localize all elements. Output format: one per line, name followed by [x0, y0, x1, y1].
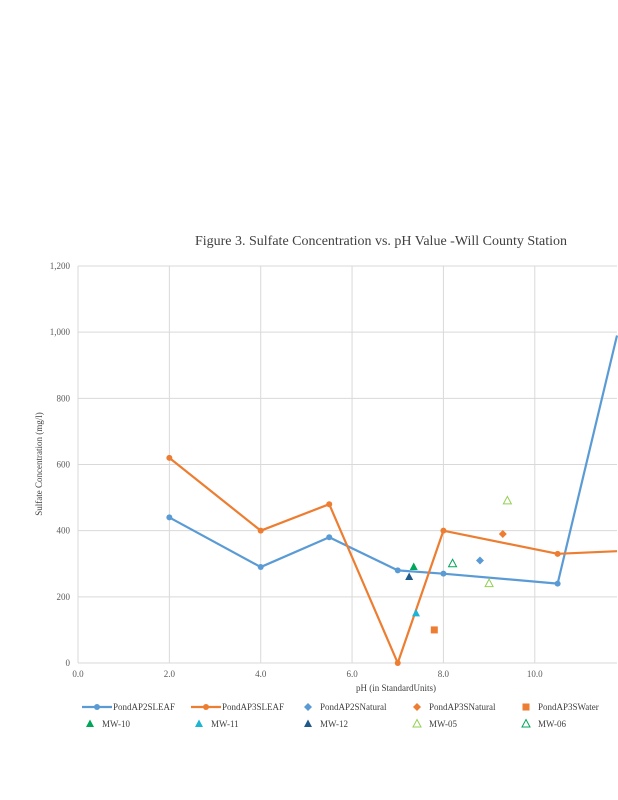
y-tick-label: 400 — [57, 526, 71, 536]
legend-marker — [521, 718, 531, 728]
data-point — [475, 556, 484, 565]
legend-label: MW-10 — [102, 719, 130, 729]
legend-label: PondAP3SNatural — [429, 702, 496, 712]
data-point — [440, 570, 447, 577]
series-line — [168, 457, 618, 665]
legend-marker — [304, 703, 312, 711]
y-tick-label: 200 — [57, 592, 71, 602]
data-point — [166, 514, 173, 521]
data-point — [326, 534, 333, 541]
legend-label: PondAP2SLEAF — [113, 702, 175, 712]
data-point — [430, 626, 438, 634]
legend-marker — [203, 704, 209, 710]
legend-marker — [412, 718, 422, 728]
legend-marker — [522, 703, 530, 711]
chart-series — [166, 335, 618, 666]
chart-grid — [77, 265, 617, 664]
series-PondAP3SLEAF — [166, 454, 618, 666]
x-tick-label: 2.0 — [164, 669, 176, 679]
data-point — [405, 572, 414, 580]
data-point — [257, 564, 264, 571]
x-tick-label: 6.0 — [346, 669, 358, 679]
legend-item: MW-06 — [521, 718, 566, 729]
x-tick-label: 0.0 — [72, 669, 84, 679]
legend-item: MW-05 — [412, 718, 457, 729]
data-point — [409, 562, 418, 571]
chart-ticks: 0 200 400 600 800 1,000 1,200 0.0 2.0 4.0 6.0 8.0 10… — [50, 261, 543, 679]
x-tick-label: 10.0 — [527, 669, 543, 679]
legend-marker — [304, 719, 312, 727]
series-PondAP2SNatural — [475, 556, 484, 565]
data-point — [447, 558, 458, 568]
series-MW-06 — [447, 558, 458, 568]
series-PondAP3SNatural — [498, 529, 507, 538]
data-point — [394, 567, 401, 574]
legend-label: MW-06 — [538, 719, 566, 729]
series-line — [168, 335, 618, 585]
y-axis-label: Sulfate Concentration (mg/l) — [34, 412, 44, 515]
y-tick-label: 800 — [57, 393, 71, 403]
x-axis-label: pH (in StandardUnits) — [356, 683, 436, 693]
chart-title: Figure 3. Sulfate Concentration vs. pH V… — [195, 234, 567, 249]
legend-item: MW-10 — [86, 719, 130, 729]
legend-item: PondAP2SNatural — [304, 702, 387, 712]
y-tick-label: 1,200 — [50, 261, 71, 271]
legend-marker — [86, 719, 94, 727]
series-MW-05 — [484, 495, 513, 588]
data-point — [394, 660, 401, 666]
y-tick-label: 1,000 — [50, 327, 71, 337]
data-point — [502, 495, 513, 505]
data-point — [484, 578, 494, 588]
legend-item: PondAP2SLEAF — [82, 702, 175, 712]
series-PondAP2SLEAF — [166, 335, 618, 587]
series-MW-10 — [409, 562, 418, 571]
data-point — [498, 529, 507, 538]
legend-label: PondAP2SNatural — [320, 702, 387, 712]
x-tick-label: 8.0 — [438, 669, 450, 679]
legend-marker — [195, 719, 203, 727]
chart-legend: PondAP2SLEAF PondAP3SLEAF PondAP2SNatural P… — [82, 702, 599, 729]
legend-item: PondAP3SWater — [522, 702, 599, 712]
data-point — [440, 527, 447, 534]
legend-item: MW-11 — [195, 719, 239, 729]
legend-item: PondAP3SNatural — [413, 702, 496, 712]
data-point — [554, 550, 561, 557]
series-MW-12 — [405, 572, 414, 580]
data-point — [412, 608, 421, 617]
data-point — [326, 501, 333, 508]
legend-label: MW-11 — [211, 719, 239, 729]
series-PondAP3SWater — [430, 626, 438, 634]
data-point — [554, 580, 561, 587]
series-MW-11 — [412, 608, 421, 617]
legend-marker — [413, 703, 421, 711]
legend-label: MW-05 — [429, 719, 457, 729]
data-point — [166, 454, 173, 461]
legend-item: MW-12 — [304, 719, 348, 729]
legend-marker — [94, 704, 100, 710]
legend-label: MW-12 — [320, 719, 348, 729]
y-tick-label: 600 — [57, 460, 71, 470]
legend-item: PondAP3SLEAF — [191, 702, 284, 712]
legend-label: PondAP3SWater — [538, 702, 599, 712]
data-point — [257, 527, 264, 534]
y-tick-label: 0 — [66, 658, 71, 668]
x-tick-label: 4.0 — [255, 669, 267, 679]
legend-label: PondAP3SLEAF — [222, 702, 284, 712]
